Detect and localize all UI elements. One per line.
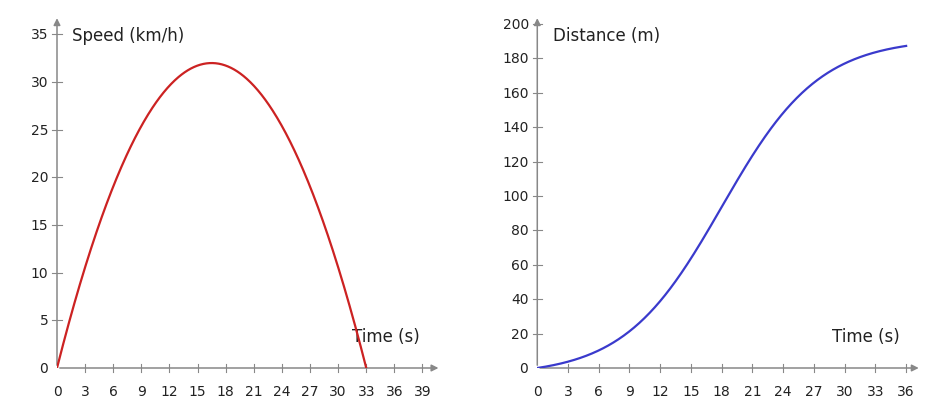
Text: 12: 12 [161,384,179,398]
Text: 21: 21 [245,384,262,398]
Text: 18: 18 [217,384,235,398]
Text: 39: 39 [413,384,431,398]
Text: 3: 3 [81,384,89,398]
Text: 200: 200 [503,18,529,32]
Text: 12: 12 [652,384,669,398]
Text: 36: 36 [898,384,915,398]
Text: 60: 60 [511,258,529,272]
Text: 36: 36 [386,384,403,398]
Text: 20: 20 [511,327,529,341]
Text: 6: 6 [595,384,603,398]
Text: 25: 25 [31,124,48,137]
Text: 21: 21 [744,384,761,398]
Text: 0: 0 [52,384,62,398]
Text: 100: 100 [503,189,529,204]
Text: 160: 160 [503,87,529,101]
Text: 18: 18 [712,384,731,398]
Text: 30: 30 [330,384,347,398]
Text: Time (s): Time (s) [832,327,900,345]
Text: 3: 3 [563,384,573,398]
Text: 33: 33 [357,384,375,398]
Text: 9: 9 [137,384,145,398]
Text: 27: 27 [806,384,823,398]
Text: Speed (km/h): Speed (km/h) [72,27,184,45]
Text: Time (s): Time (s) [352,327,419,345]
Text: 35: 35 [31,28,48,43]
Text: 180: 180 [503,52,529,66]
Text: 27: 27 [301,384,319,398]
Text: 6: 6 [109,384,118,398]
Text: 24: 24 [274,384,291,398]
Text: 5: 5 [40,314,48,328]
Text: 0: 0 [533,384,542,398]
Text: 40: 40 [511,292,529,306]
Text: 140: 140 [503,121,529,135]
Text: 15: 15 [189,384,206,398]
Text: 15: 15 [31,218,48,232]
Text: 20: 20 [31,171,48,185]
Text: 24: 24 [774,384,792,398]
Text: 80: 80 [511,224,529,238]
Text: 10: 10 [31,266,48,280]
Text: 0: 0 [39,361,48,375]
Text: 9: 9 [625,384,634,398]
Text: 0: 0 [519,361,527,375]
Text: 120: 120 [503,155,529,169]
Text: 30: 30 [31,76,48,90]
Text: 30: 30 [836,384,853,398]
Text: Distance (m): Distance (m) [553,27,659,45]
Text: 33: 33 [866,384,884,398]
Text: 15: 15 [682,384,700,398]
